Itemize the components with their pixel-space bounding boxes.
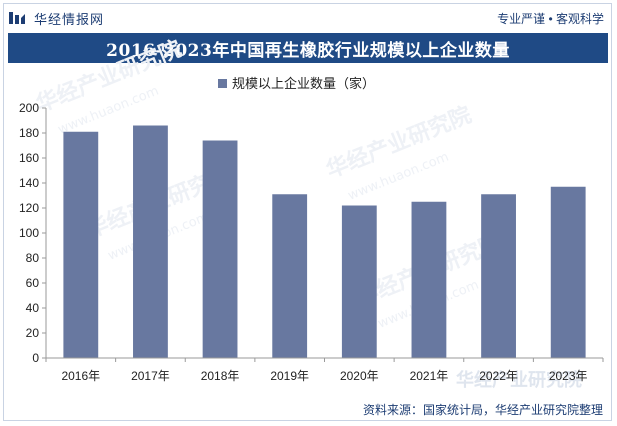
chart-title: 2016-2023年中国再生橡胶行业规模以上企业数量 [8,33,608,63]
x-tick-label: 2022年 [479,369,518,383]
bar [550,186,586,358]
bar [63,131,99,358]
y-tick-label: 140 [19,176,39,190]
bar [272,194,308,358]
source-note: 资料来源：国家统计局，华经产业研究院整理 [362,403,603,417]
y-tick-label: 100 [19,226,39,240]
y-tick-label: 120 [19,201,39,215]
y-tick-label: 20 [26,326,40,340]
brand: 华经情报网 [8,9,104,28]
x-axis: 2016年 2017年 2018年 2019年 2020年 2021年 2022年 2023年 [45,357,604,383]
x-tick-label: 2018年 [201,369,240,383]
legend-swatch [218,79,227,88]
tagline: 专业严谨 • 客观科学 [497,11,604,26]
legend: 规模以上企业数量（家） [218,76,375,91]
y-tick-label: 80 [26,251,40,265]
x-tick-label: 2021年 [410,369,449,383]
bar [133,125,168,358]
x-tick-label: 2017年 [131,369,170,383]
x-tick-label: 2020年 [340,369,379,383]
watermark-text: 华经产业研究院 [456,369,582,391]
x-tick-label: 2016年 [61,369,100,383]
y-tick-label: 200 [19,101,39,115]
bar-series [63,125,586,358]
bar [341,205,377,358]
y-tick-label: 160 [19,151,39,165]
y-tick-label: 60 [26,276,40,290]
y-axis: 0 20 40 60 80 100 120 140 160 180 200 [19,101,47,365]
x-tick-label: 2023年 [549,369,588,383]
bar [481,194,516,358]
y-tick-label: 180 [19,126,39,140]
y-tick-label: 0 [32,351,39,365]
top-bar: 华经情报网 专业严谨 • 客观科学 [8,6,608,30]
legend-label: 规模以上企业数量（家） [232,76,375,91]
brand-logo-icon [9,12,25,24]
bar [202,140,238,358]
bar [411,201,447,358]
brand-name: 华经情报网 [34,11,105,27]
y-tick-label: 40 [26,301,40,315]
x-tick-label: 2019年 [270,369,309,383]
